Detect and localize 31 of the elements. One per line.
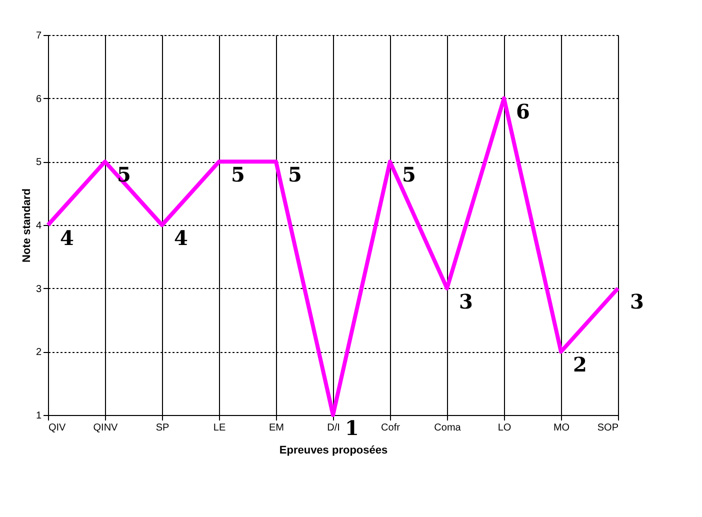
data-label: 2 xyxy=(573,352,587,377)
x-tick-label: LE xyxy=(213,422,226,434)
y-tick-label: 6 xyxy=(36,94,42,105)
data-label: 4 xyxy=(174,226,188,250)
data-label: 3 xyxy=(459,289,473,314)
x-tick-label: Cofr xyxy=(381,422,401,434)
data-label: 6 xyxy=(516,99,530,124)
x-tick-label: LO xyxy=(498,422,512,434)
x-tick-label: D/I xyxy=(327,422,340,434)
data-label: 5 xyxy=(231,162,245,187)
y-tick-label: 1 xyxy=(36,410,42,422)
y-axis-title: Note standard xyxy=(20,188,33,262)
y-tick-label: 2 xyxy=(36,347,42,358)
y-tick-label: 7 xyxy=(36,30,42,42)
x-tick-label: MO xyxy=(553,422,570,434)
y-tick-label: 3 xyxy=(36,284,42,295)
x-tick-label: QIV xyxy=(48,422,66,434)
x-axis-title: Epreuves proposées xyxy=(279,444,388,456)
data-label: 3 xyxy=(630,289,644,314)
y-tick-label: 4 xyxy=(36,220,42,232)
data-label: 5 xyxy=(402,162,416,187)
x-tick-label: SOP xyxy=(597,422,619,434)
data-label: 5 xyxy=(117,162,131,187)
data-label: 5 xyxy=(288,162,302,187)
x-tick-label: EM xyxy=(269,422,284,434)
x-tick-label: Coma xyxy=(434,422,462,434)
x-tick-label: QINV xyxy=(93,422,118,434)
x-tick-label: SP xyxy=(156,422,170,434)
data-label: 4 xyxy=(60,226,74,250)
y-tick-label: 5 xyxy=(36,157,42,168)
data-label: 1 xyxy=(345,416,359,440)
